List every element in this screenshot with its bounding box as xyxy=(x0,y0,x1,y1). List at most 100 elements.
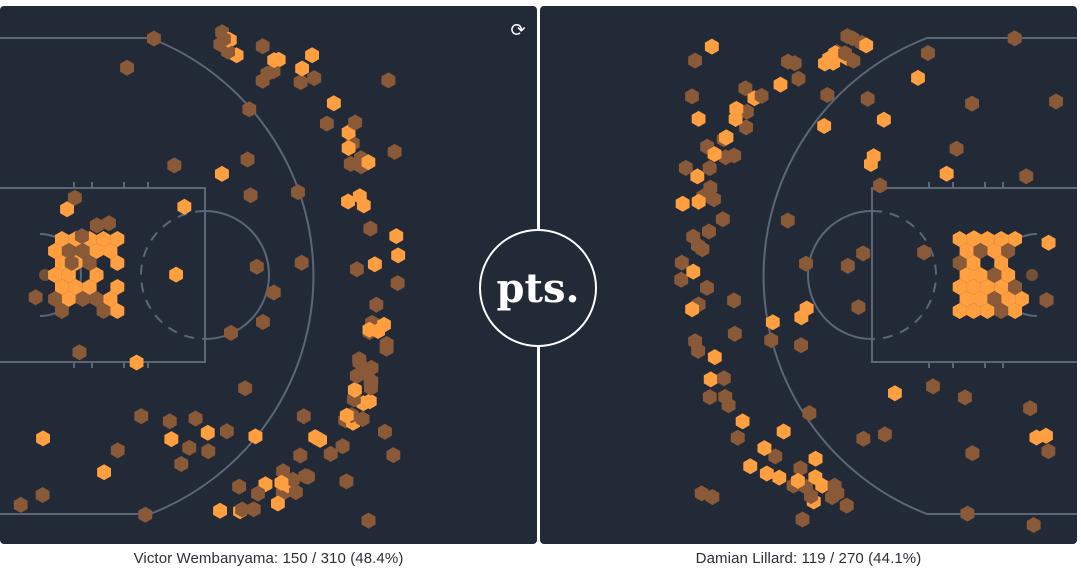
shot-hex xyxy=(55,279,69,295)
shot-hex xyxy=(28,289,43,306)
shot-hex xyxy=(1041,443,1056,460)
shot-hex xyxy=(355,411,370,428)
shot-hex xyxy=(174,456,189,472)
shot-hex xyxy=(952,231,967,247)
shot-hex xyxy=(249,258,264,275)
shot-hex xyxy=(276,463,290,480)
court-lines xyxy=(762,37,1077,515)
rim xyxy=(1026,269,1038,281)
shot-hex xyxy=(727,147,742,164)
key-box xyxy=(871,187,1077,363)
shot-hex xyxy=(89,267,104,283)
shot-hex xyxy=(873,177,887,194)
shot-hex xyxy=(772,469,787,486)
shot-hex xyxy=(802,405,817,422)
shot-hex xyxy=(685,88,699,105)
shot-hex xyxy=(341,193,355,210)
shot-hex xyxy=(201,443,216,460)
shot-hex xyxy=(727,325,742,342)
shot-hex xyxy=(840,257,855,274)
shot-hex xyxy=(379,336,394,352)
shot-hex xyxy=(917,244,931,261)
shot-hex xyxy=(48,243,62,259)
shot-hex xyxy=(911,69,925,86)
shot-hex xyxy=(339,473,354,490)
shot-hex xyxy=(389,228,404,245)
shot-hex xyxy=(878,426,892,443)
shot-hex xyxy=(240,151,255,168)
shot-hex xyxy=(48,267,62,283)
shot-hex xyxy=(921,45,935,61)
shot-hex xyxy=(717,370,731,387)
shot-hex xyxy=(55,231,69,247)
shot-hex xyxy=(727,292,741,309)
shot-hex xyxy=(61,243,76,259)
shot-hex xyxy=(1026,517,1041,533)
shot-hex xyxy=(103,243,118,259)
shot-hex xyxy=(363,220,378,237)
shot-hex xyxy=(759,465,774,482)
shot-hex xyxy=(738,80,753,97)
shot-hex xyxy=(110,255,125,271)
shot-hex xyxy=(973,267,988,283)
shot-hex xyxy=(386,447,401,464)
shot-hex xyxy=(980,279,995,295)
rim xyxy=(39,269,51,281)
shot-hex xyxy=(1041,234,1056,251)
shot-hex xyxy=(215,165,229,182)
refresh-icon[interactable]: ⟳ xyxy=(510,20,526,40)
shot-hex xyxy=(110,279,125,295)
shot-hex xyxy=(776,423,791,440)
shot-hex xyxy=(213,502,227,519)
shot-hex xyxy=(320,115,334,132)
shot-hex xyxy=(715,211,730,228)
shot-hex xyxy=(859,37,874,54)
shot-hex xyxy=(743,458,758,475)
shot-hex xyxy=(164,431,179,448)
shot-hex xyxy=(1015,291,1029,307)
shot-hex xyxy=(966,303,981,319)
shot-hex xyxy=(341,140,356,156)
shot-hex xyxy=(1039,292,1054,309)
free-throw-circle xyxy=(807,210,873,340)
shot-hex xyxy=(994,279,1009,295)
shot-hex xyxy=(343,155,358,172)
shot-hex xyxy=(702,389,717,406)
shot-hex xyxy=(980,303,995,319)
shot-hex xyxy=(235,501,250,518)
shot-hex xyxy=(973,243,988,259)
shot-hex xyxy=(293,447,308,464)
shot-hex xyxy=(169,266,183,283)
shot-hex xyxy=(323,445,338,462)
shot-hex xyxy=(808,469,823,486)
shot-hex xyxy=(110,231,125,247)
shot-hex xyxy=(67,189,82,206)
shot-hex xyxy=(75,291,90,307)
shot-hex xyxy=(293,74,308,91)
shot-hex xyxy=(1029,429,1044,446)
shot-hex xyxy=(129,354,144,371)
player-caption-left: Victor Wembanyama: 150 / 310 (48.4%) xyxy=(133,550,404,567)
shot-hex xyxy=(96,303,111,319)
shot-hex xyxy=(757,440,772,457)
shot-hex xyxy=(103,291,118,307)
shot-hex xyxy=(363,373,378,390)
shot-hex xyxy=(1023,400,1038,417)
shot-hex xyxy=(266,63,281,80)
shot-hex xyxy=(959,291,974,307)
shot-hex xyxy=(707,349,722,366)
shot-hex xyxy=(64,254,79,271)
shot-hex xyxy=(703,371,718,388)
shot-hex xyxy=(48,291,62,307)
shot-hex xyxy=(967,230,981,247)
shot-hex xyxy=(1008,231,1022,247)
shot-hex xyxy=(952,255,967,271)
shot-hex xyxy=(794,337,808,354)
shot-hex xyxy=(856,430,871,447)
shot-hex xyxy=(965,445,980,462)
three-point-line xyxy=(762,37,1077,515)
shot-hexes xyxy=(13,24,406,529)
shot-hex xyxy=(702,223,716,240)
shot-hex xyxy=(691,110,706,127)
shot-hex xyxy=(780,212,795,229)
